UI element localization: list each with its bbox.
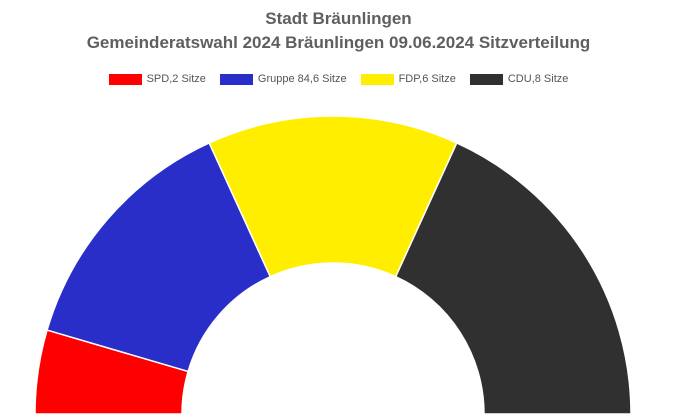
- seat-segment-fdp[interactable]: [208, 115, 458, 278]
- legend-swatch-gruppe-84: [219, 73, 253, 85]
- legend: SPD,2 Sitze Gruppe 84,6 Sitze FDP,6 Sitz…: [0, 73, 677, 85]
- legend-label-gruppe-84: Gruppe 84,6 Sitze: [257, 73, 347, 85]
- chart-subtitle: Gemeinderatswahl 2024 Bräunlingen 09.06.…: [86, 33, 591, 52]
- chart-title: Stadt Bräunlingen: [265, 9, 412, 28]
- legend-swatch-fdp: [360, 73, 394, 85]
- legend-item-gruppe-84[interactable]: Gruppe 84,6 Sitze: [219, 73, 347, 85]
- seat-segment-cdu[interactable]: [394, 141, 632, 414]
- legend-swatch-spd: [108, 73, 142, 85]
- legend-item-fdp[interactable]: FDP,6 Sitze: [360, 73, 456, 85]
- legend-label-fdp: FDP,6 Sitze: [398, 73, 456, 85]
- legend-item-cdu[interactable]: CDU,8 Sitze: [469, 73, 569, 85]
- legend-swatch-cdu: [469, 73, 503, 85]
- legend-item-spd[interactable]: SPD,2 Sitze: [108, 73, 206, 85]
- legend-label-spd: SPD,2 Sitze: [146, 73, 206, 85]
- seat-segment-gruppe-84[interactable]: [46, 141, 272, 373]
- legend-label-cdu: CDU,8 Sitze: [507, 73, 569, 85]
